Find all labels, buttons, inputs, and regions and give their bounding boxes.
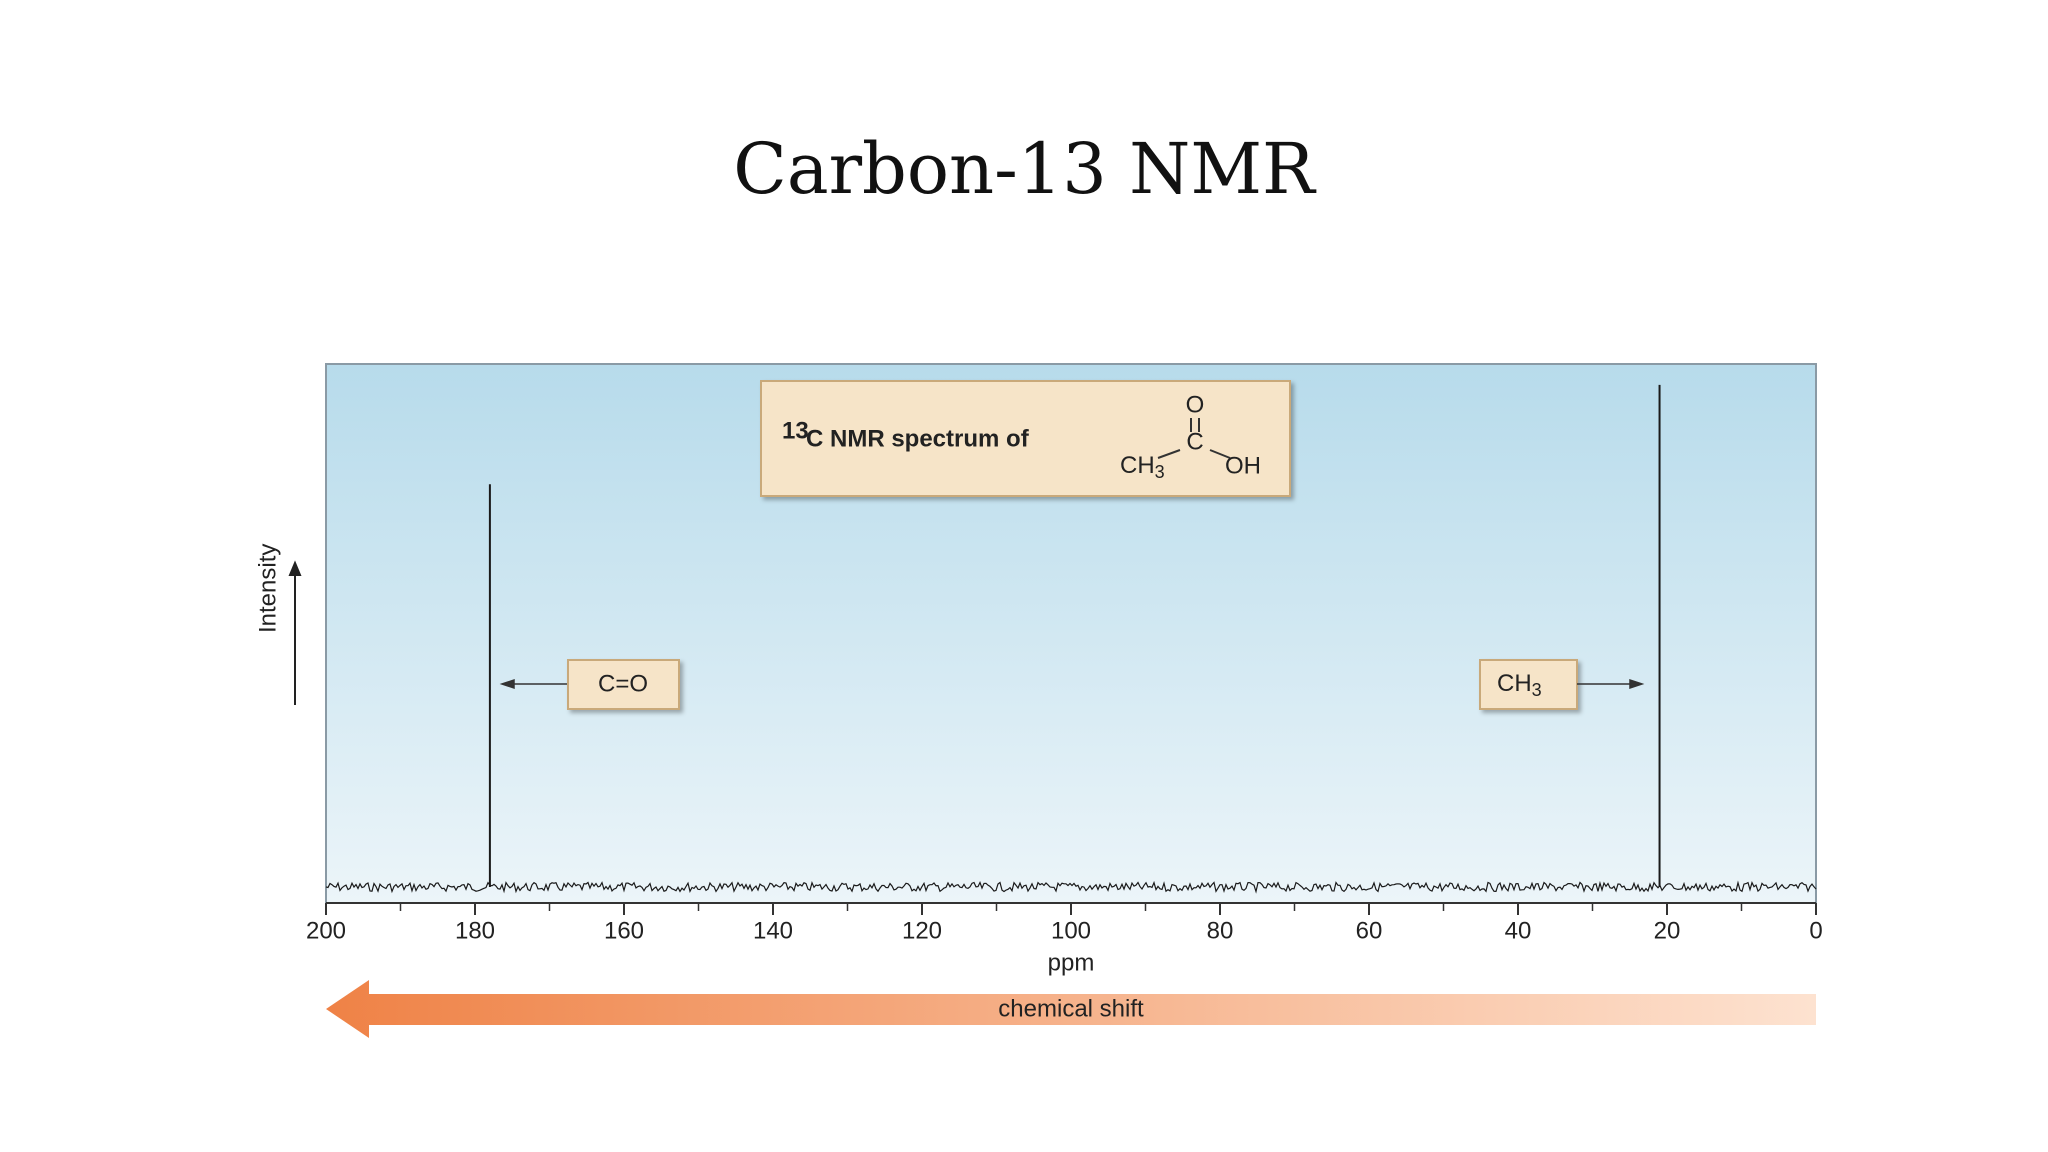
x-tick-label: 100: [1051, 917, 1091, 944]
chemical-shift-arrow: [326, 980, 1816, 1038]
annotation: CH3: [1497, 670, 1542, 699]
x-tick-label: 160: [604, 917, 644, 944]
x-tick-label: 200: [306, 917, 346, 944]
x-tick-label: 20: [1654, 917, 1681, 944]
x-tick-label: 60: [1356, 917, 1383, 944]
inset-superscript: 13: [782, 417, 809, 444]
annotation-arrows: [499, 678, 1645, 690]
atom: CH3: [1120, 452, 1165, 481]
annotation-boxes: [567, 659, 1578, 710]
atom: OH: [1225, 452, 1261, 479]
slide-title: Carbon-13 NMR: [733, 128, 1317, 210]
x-tick-label: 40: [1505, 917, 1532, 944]
atom-text: CH: [1120, 452, 1155, 479]
y-axis-label: Intensity: [254, 544, 281, 633]
molecule: [1157, 418, 1231, 459]
x-tick-label: 120: [902, 917, 942, 944]
atom-subscript: 3: [1155, 462, 1165, 482]
atom: O: [1186, 391, 1205, 418]
inset-text: C NMR spectrum of: [806, 425, 1030, 452]
annotation-text: CH: [1497, 670, 1532, 697]
inset-box: [760, 380, 1291, 497]
annotation-subscript: 3: [1532, 680, 1542, 700]
x-tick-label: 0: [1809, 917, 1822, 944]
x-axis-label: ppm: [1048, 949, 1095, 976]
annotation: C=O: [598, 670, 648, 697]
atom: C: [1186, 428, 1203, 455]
x-tick-label: 80: [1207, 917, 1234, 944]
arrow-label: chemical shift: [998, 995, 1144, 1022]
x-tick-label: 140: [753, 917, 793, 944]
x-tick-label: 180: [455, 917, 495, 944]
y-axis-arrow: [288, 560, 302, 705]
baseline-noise: [325, 880, 1817, 894]
